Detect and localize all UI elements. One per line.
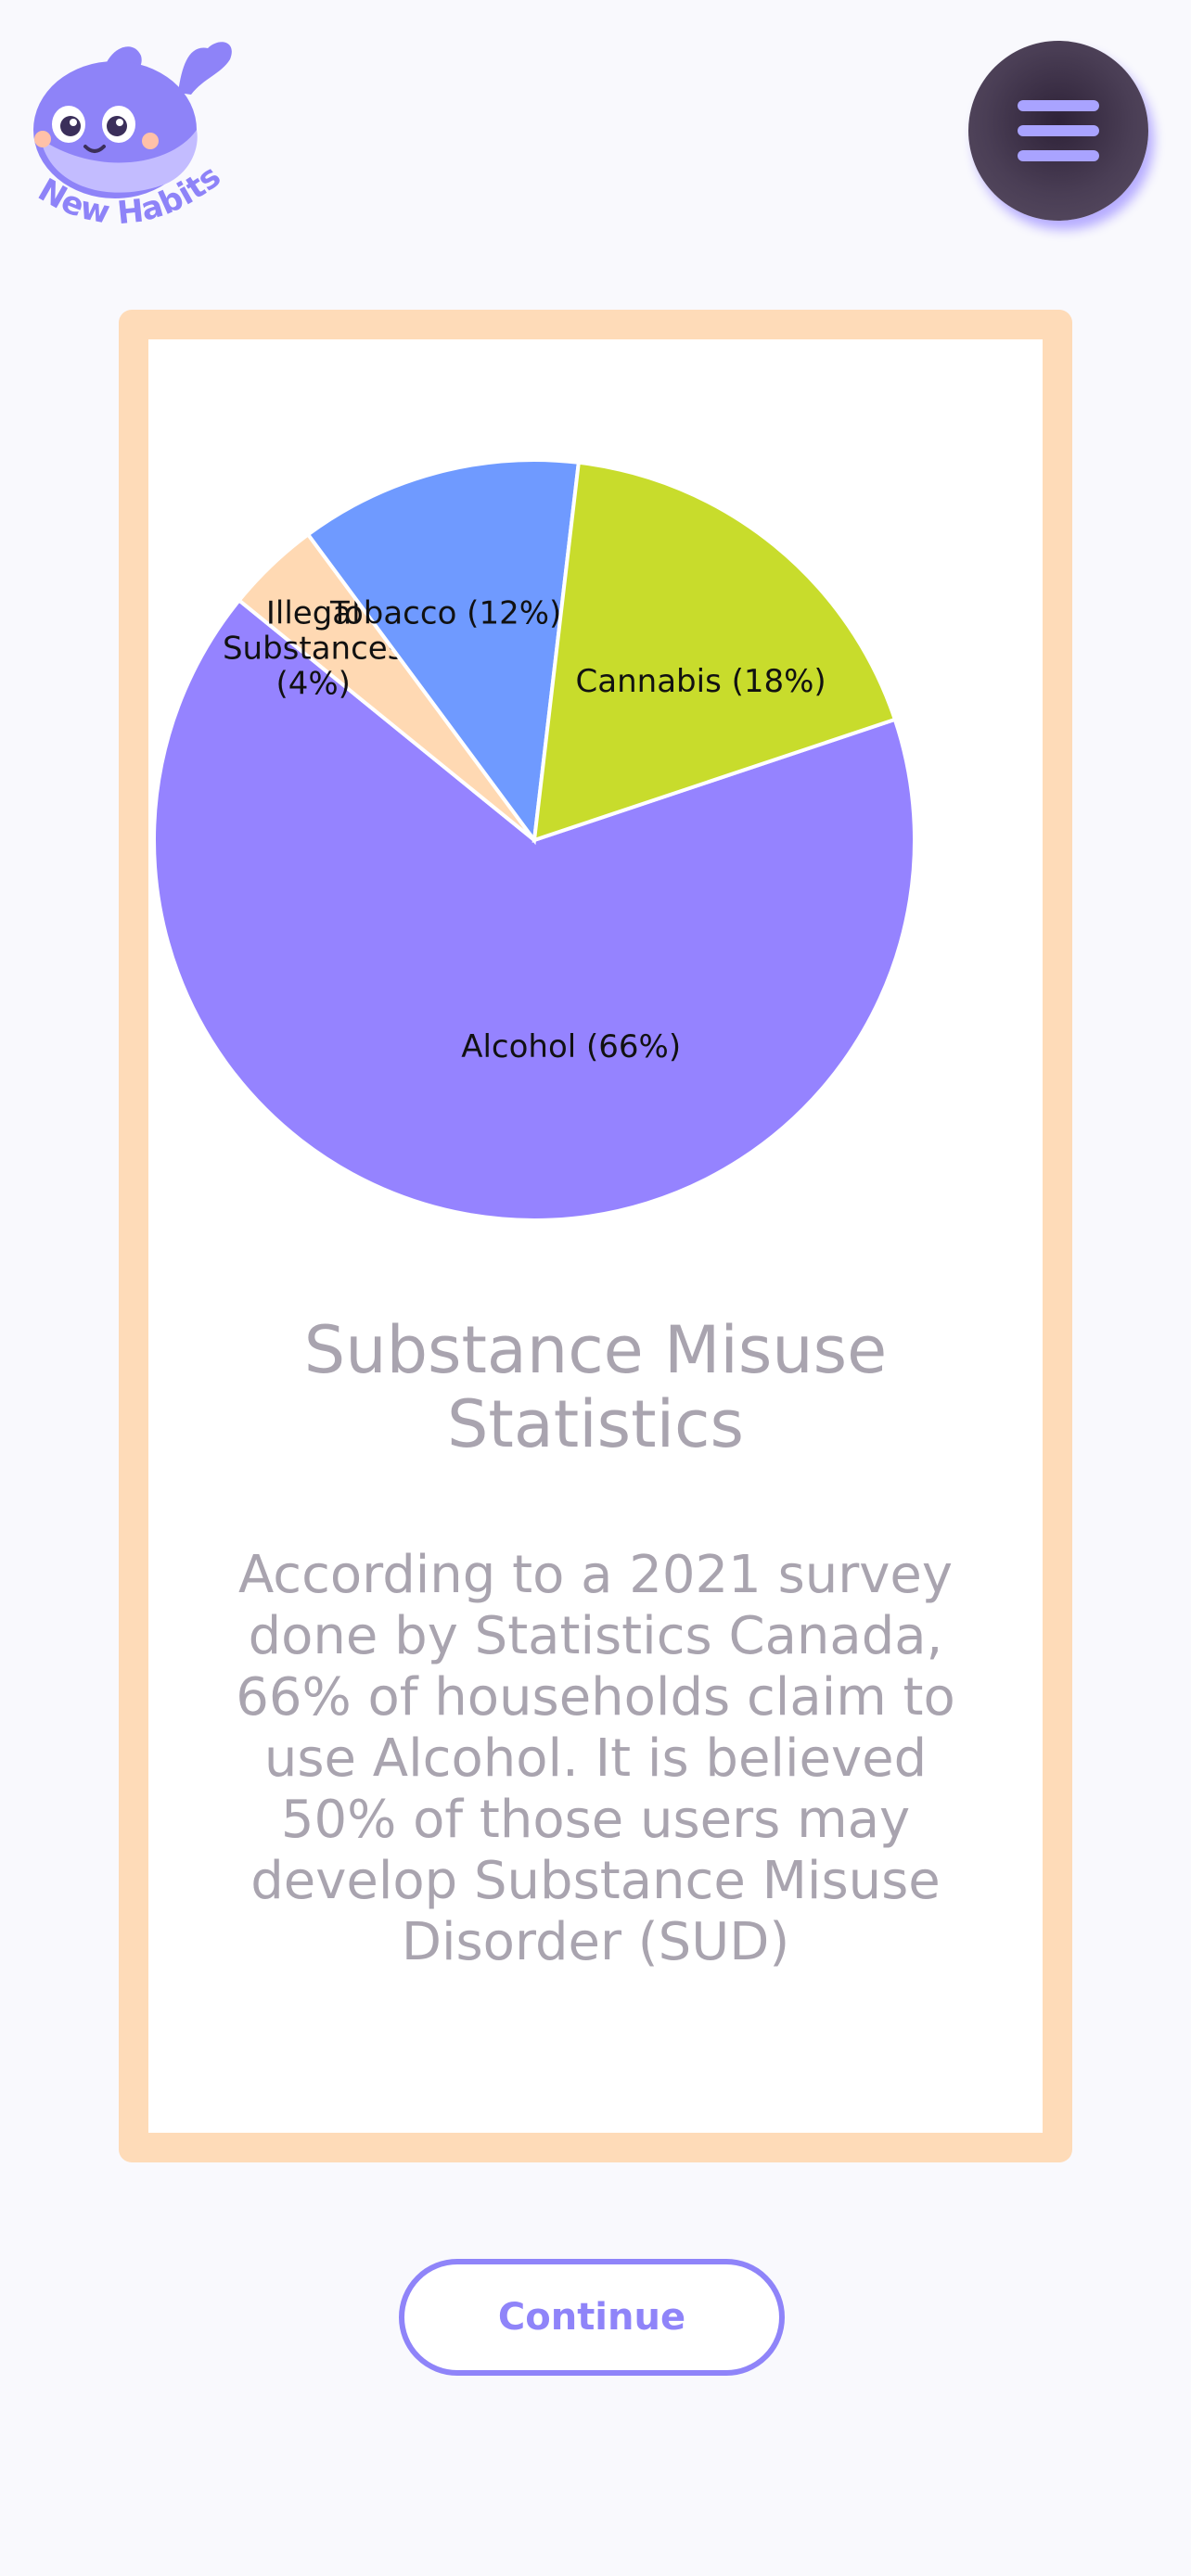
pie-slice-1: [152, 597, 916, 1222]
statistics-card: Alcohol (66%) Illegal Substances (4%) Tobacc…: [119, 310, 1072, 2162]
pie-slice-4: [531, 460, 898, 843]
whale-mascot-icon: New Habits: [32, 42, 232, 232]
substance-pie-chart: Alcohol (66%) Illegal Substances (4%)Tobacc…: [152, 458, 916, 1222]
card-body: According to a 2021 survey done by Stati…: [236, 1545, 955, 1972]
pie-label-2: Illegal Substances (4%): [223, 595, 403, 703]
pie-label-1: Alcohol (66%): [461, 1028, 681, 1065]
statistics-card-content: Alcohol (66%) Illegal Substances (4%) Tobacc…: [148, 339, 1043, 2133]
new-habits-logo: New Habits: [22, 28, 245, 241]
pie-label-4: Cannabis (18%): [576, 663, 826, 700]
card-title: Substance Misuse Statistics: [303, 1312, 888, 1462]
continue-button[interactable]: Continue: [399, 2259, 785, 2376]
pie-label-3: Tobacco (12%): [329, 594, 561, 631]
menu-button[interactable]: [968, 41, 1148, 221]
pie-slice-3: [305, 458, 582, 846]
